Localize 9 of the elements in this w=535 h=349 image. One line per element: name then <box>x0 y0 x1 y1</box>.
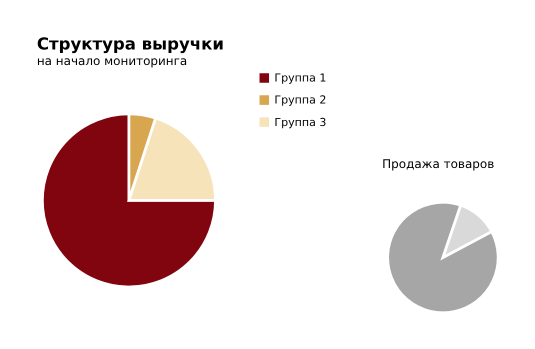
legend-label: Группа 3 <box>274 116 326 129</box>
chart-subtitle: на начало мониторинга <box>36 54 188 68</box>
pie-slice <box>386 200 500 314</box>
pie-slice <box>41 112 217 288</box>
chart-title: Структура выручки <box>36 34 224 54</box>
legend-label: Группа 2 <box>274 94 326 107</box>
chart-title: Продажа товаров <box>382 157 494 172</box>
pie-slice <box>442 204 494 259</box>
legend-label: Группа 1 <box>274 72 326 85</box>
